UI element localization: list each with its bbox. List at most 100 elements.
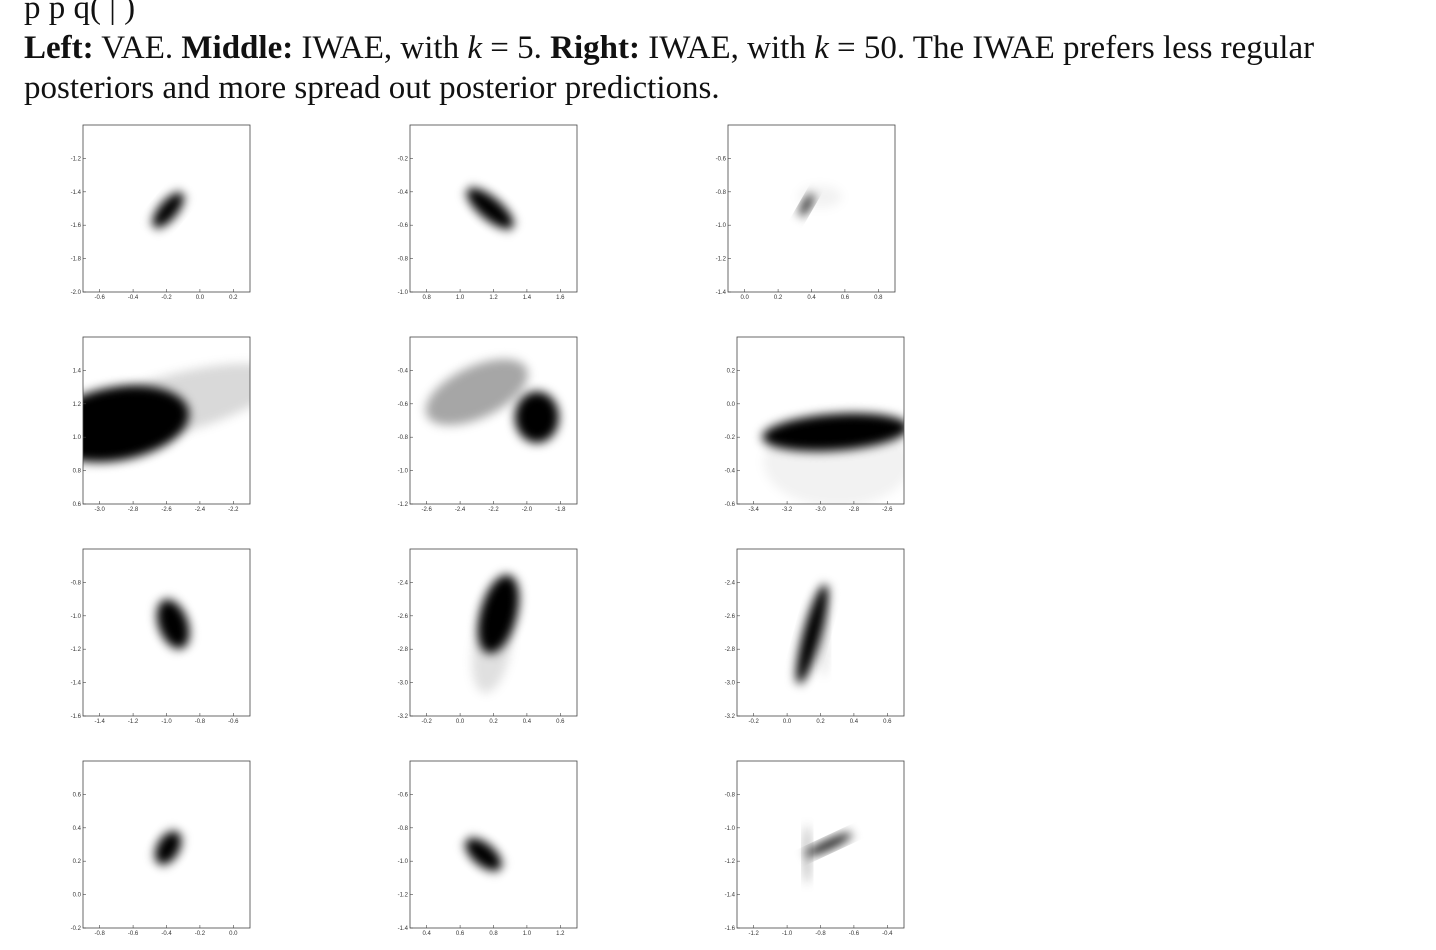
y-tick-label: -2.0 xyxy=(71,290,82,296)
y-tick-label: -0.8 xyxy=(398,826,409,832)
y-tick-label: -0.4 xyxy=(398,190,409,196)
density-blob xyxy=(156,599,190,649)
caption-line-0: p p q( | ) xyxy=(24,0,136,26)
x-tick-label: 0.2 xyxy=(816,719,825,725)
x-tick-label: -2.8 xyxy=(849,507,860,513)
caption-middle-label: Middle: xyxy=(181,30,294,66)
y-tick-label: -1.2 xyxy=(71,647,82,653)
density-row1-left xyxy=(152,192,184,229)
y-tick-label: 0.2 xyxy=(727,368,736,374)
caption-line-2: posteriors and more spread out posterior… xyxy=(24,70,720,106)
y-tick-label: -1.4 xyxy=(71,190,82,196)
x-tick-label: -3.2 xyxy=(782,507,793,513)
x-tick-label: -1.2 xyxy=(749,931,760,937)
x-tick-label: 0.0 xyxy=(456,719,465,725)
x-tick-label: 0.8 xyxy=(423,295,432,301)
y-tick-label: 1.0 xyxy=(73,435,82,441)
x-tick-label: -0.4 xyxy=(882,931,893,937)
density-row2-middle xyxy=(425,359,559,443)
density-row1-middle xyxy=(466,187,514,230)
y-tick-label: -2.8 xyxy=(398,647,409,653)
y-tick-label: -0.2 xyxy=(398,156,409,162)
density-blob xyxy=(796,584,829,684)
x-tick-label: 0.6 xyxy=(841,295,850,301)
y-tick-label: -1.2 xyxy=(725,859,736,865)
y-tick-label: -1.2 xyxy=(398,893,409,899)
axes-frame xyxy=(409,760,578,929)
density-blob xyxy=(425,359,528,426)
y-tick-label: -0.6 xyxy=(398,402,409,408)
caption-middle-text: IWAE, with xyxy=(293,30,468,66)
y-tick-label: 0.0 xyxy=(73,893,82,899)
x-tick-label: 0.0 xyxy=(229,931,238,937)
density-blob xyxy=(820,588,828,677)
x-tick-label: 0.8 xyxy=(489,931,498,937)
caption-right-eq: = 50. The IWAE prefers less regular xyxy=(828,30,1315,66)
y-tick-label: 0.6 xyxy=(73,502,82,508)
y-tick-label: -2.6 xyxy=(725,614,736,620)
caption-k-var: k xyxy=(467,30,482,66)
y-tick-label: -0.8 xyxy=(716,190,727,196)
x-tick-label: 0.2 xyxy=(489,719,498,725)
y-tick-label: -1.4 xyxy=(398,926,409,932)
y-tick-label: -1.6 xyxy=(725,926,736,932)
density-blob xyxy=(152,192,184,229)
y-tick-label: -1.0 xyxy=(716,223,727,229)
y-tick-label: -0.4 xyxy=(725,469,736,475)
panel-row4-middle: 0.4 0.6 0.8 1.0 1.2 -0.6 -0.8 -1.0 -1.2 -1.4 xyxy=(398,760,578,937)
density-blob xyxy=(797,185,842,208)
caption-k-var-2: k xyxy=(814,30,829,66)
density-blob xyxy=(472,605,512,693)
x-tick-label: 0.4 xyxy=(523,719,532,725)
x-tick-label: -0.6 xyxy=(849,931,860,937)
caption-line-1: Left: VAE. Middle: IWAE, with k = 5. Rig… xyxy=(24,28,1424,68)
x-tick-label: -1.0 xyxy=(161,719,172,725)
panel-row3-left: -1.4 -1.2 -1.0 -0.8 -0.6 -0.8 -1.0 -1.2 -1.4 -1.6 xyxy=(71,548,251,725)
caption-right-label: Right: xyxy=(550,30,640,66)
x-tick-label: 0.6 xyxy=(556,719,565,725)
x-tick-label: -0.6 xyxy=(95,295,106,301)
y-tick-label: -0.8 xyxy=(398,257,409,263)
y-tick-label: -1.6 xyxy=(71,714,82,720)
x-tick-label: 0.8 xyxy=(874,295,883,301)
y-tick-label: -0.8 xyxy=(725,792,736,798)
y-tick-label: -2.8 xyxy=(725,647,736,653)
panel-row4-left: -0.8 -0.6 -0.4 -0.2 0.0 0.6 0.4 0.2 0.0 -0.2 xyxy=(71,760,251,937)
x-tick-label: -0.2 xyxy=(749,719,760,725)
figure-caption: p p q( | ) Left: VAE. Middle: IWAE, with… xyxy=(24,0,1424,108)
x-tick-label: 0.2 xyxy=(774,295,783,301)
x-tick-label: -0.6 xyxy=(228,719,239,725)
y-tick-label: 0.0 xyxy=(727,402,736,408)
axes-frame xyxy=(727,124,896,293)
density-row2-right xyxy=(762,413,904,504)
y-tick-label: -1.2 xyxy=(716,257,727,263)
caption-left-text: VAE. xyxy=(93,30,182,66)
x-tick-label: 0.0 xyxy=(741,295,750,301)
y-tick-label: -2.4 xyxy=(398,580,409,586)
density-row4-left xyxy=(154,831,182,865)
y-tick-label: 0.8 xyxy=(73,469,82,475)
x-tick-label: -2.6 xyxy=(422,507,433,513)
density-blob xyxy=(805,832,853,857)
x-tick-label: -0.4 xyxy=(128,295,139,301)
density-row3-right xyxy=(796,584,829,684)
x-tick-label: -2.6 xyxy=(161,507,172,513)
x-tick-label: 0.2 xyxy=(229,295,238,301)
panel-row1-right: 0.0 0.2 0.4 0.6 0.8 -0.6 -0.8 -1.0 -1.2 -1.4 xyxy=(716,124,896,301)
x-tick-label: 0.6 xyxy=(883,719,892,725)
x-tick-label: -0.8 xyxy=(195,719,206,725)
y-tick-label: -3.2 xyxy=(398,714,409,720)
y-tick-label: -3.2 xyxy=(725,714,736,720)
x-tick-label: -2.2 xyxy=(488,507,499,513)
y-tick-label: -1.2 xyxy=(71,156,82,162)
x-tick-label: -2.4 xyxy=(455,507,466,513)
y-tick-label: -3.0 xyxy=(398,681,409,687)
y-tick-label: -0.6 xyxy=(398,223,409,229)
y-tick-label: -0.2 xyxy=(725,435,736,441)
x-tick-label: -1.0 xyxy=(782,931,793,937)
caption-right-text: IWAE, with xyxy=(639,30,815,66)
x-tick-label: -3.0 xyxy=(95,507,106,513)
x-tick-label: 1.2 xyxy=(556,931,565,937)
y-tick-label: -1.0 xyxy=(398,290,409,296)
panel-row4-right: -1.2 -1.0 -0.8 -0.6 -0.4 -0.8 -1.0 -1.2 -1.4 -1.6 xyxy=(725,760,905,937)
